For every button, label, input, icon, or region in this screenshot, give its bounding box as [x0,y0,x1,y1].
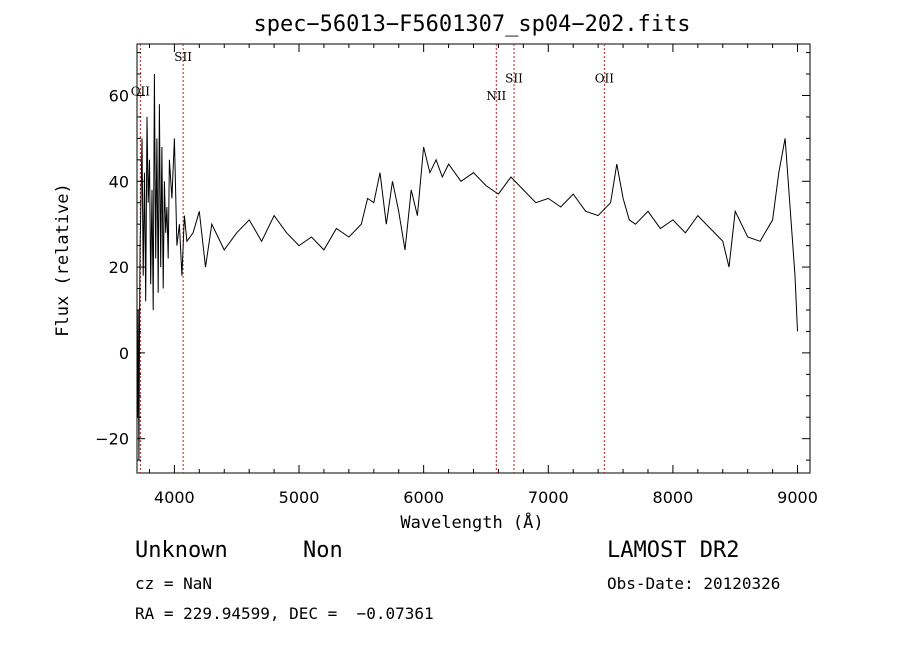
spectrum-series-line [137,73,798,461]
redshift-label: cz = NaN [135,574,213,593]
classification-label: Unknown [135,538,228,563]
chart-title: spec−56013−F5601307_sp04−202.fits [253,12,690,37]
x-axis-ticks: 4000 5000 6000 7000 8000 9000 [148,44,818,507]
x-tick-label: 9000 [777,488,818,507]
y-tick-label: 60 [109,86,129,105]
subclass-label: Non [303,538,343,563]
y-tick-label: 0 [119,344,129,363]
y-tick-label: −20 [95,430,129,449]
x-axis-label: Wavelength (Å) [400,511,543,533]
y-axis-label: Flux (relative) [53,183,73,337]
emission-line-label: OII [131,84,151,98]
emission-line-label: SII [505,72,523,86]
x-tick-label: 5000 [279,488,320,507]
y-tick-label: 20 [109,258,129,277]
emission-line-label: SII [174,50,192,64]
x-tick-label: 6000 [403,488,444,507]
x-tick-label: 8000 [653,488,694,507]
obs-date-label: Obs-Date: 20120326 [607,574,781,593]
coordinates-label: RA = 229.94599, DEC = −0.07361 [135,604,434,623]
emission-line-label: OII [595,72,615,86]
plot-frame [136,43,811,474]
x-tick-label: 7000 [528,488,569,507]
x-tick-label: 4000 [154,488,195,507]
emission-line-label: NII [486,89,506,103]
y-tick-label: 40 [109,172,129,191]
survey-label: LAMOST DR2 [607,538,740,563]
emission-lines: OII SII NII SII OII [131,44,615,473]
y-axis-ticks: −20 0 20 40 60 [95,52,810,461]
